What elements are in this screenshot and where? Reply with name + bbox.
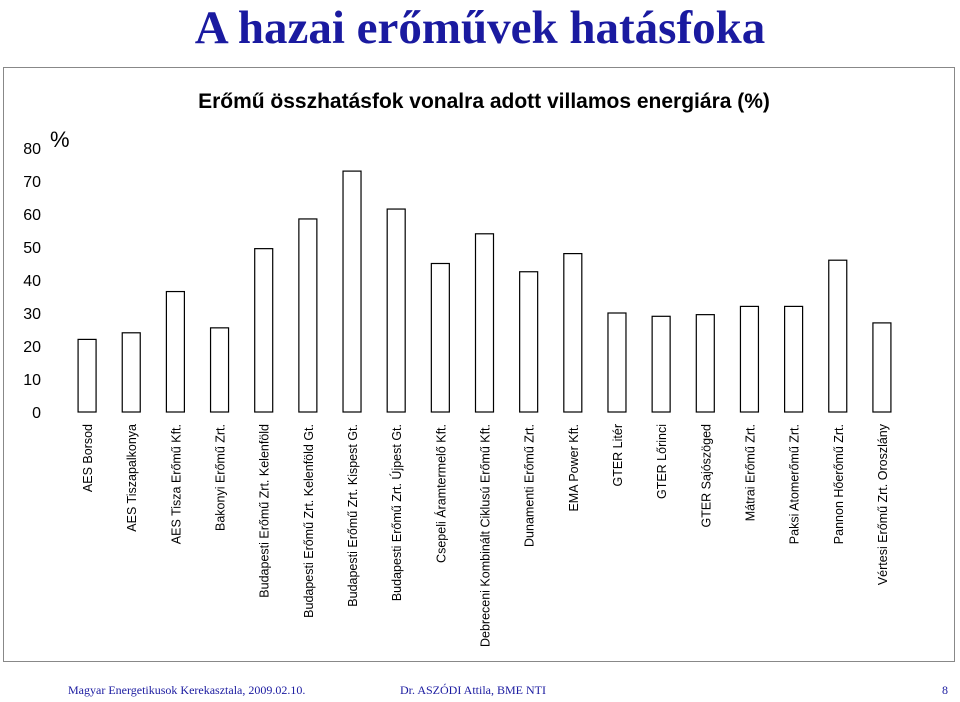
y-tick-label: 80 [23,141,41,158]
bar [695,314,715,413]
y-tick-label: 20 [23,339,41,356]
footer-author: Dr. ASZÓDI Attila, BME NTI [400,683,546,697]
bar [651,315,671,413]
chart-frame: Erőmű összhatásfok vonalra adott villamo… [3,67,955,662]
y-tick-label: 50 [23,240,41,257]
x-tick-label: AES Borsod [81,424,95,492]
bar [739,305,760,413]
bar [474,233,495,413]
bar [165,290,185,413]
bar [519,271,539,413]
x-tick-label: GTER Sajószöged [699,424,713,528]
x-tick-label: AES Tisza Erőmű Kft. [169,424,183,544]
x-tick-label: Paksi Atomerőmű Zrt. [788,424,802,544]
bar [121,332,141,413]
x-tick-label: Csepeli Áramtermelő Kft. [433,424,448,563]
x-tick-label: Dunamenti Erőmű Zrt. [523,424,537,547]
x-tick-label: Mátrai Erőmű Zrt. [743,424,757,521]
bar [342,170,362,413]
bar [872,322,892,413]
x-tick-label: Budapesti Erőmű Zrt. Kelenföld Gt. [302,424,316,618]
page-number: 8 [942,683,948,697]
x-tick-label: Budapesti Erőmű Zrt. Újpest Gt. [389,424,404,601]
footer-event: Magyar Energetikusok Kerekasztala, 2009.… [68,683,306,697]
bar [828,259,848,413]
bar [209,327,230,413]
y-tick-label: 10 [23,372,41,389]
x-tick-label: Pannon Hőerőmű Zrt. [832,424,846,544]
x-tick-label: GTER Lőrinci [655,424,669,499]
y-tick-label: 60 [23,207,41,224]
bar [563,253,583,413]
x-tick-label: EMA Power Kft. [567,424,581,512]
x-tick-label: Debreceni Kombinált Ciklusú Erőmű Kft. [479,424,493,647]
y-tick-label: 0 [32,405,41,422]
y-tick-label: 40 [23,273,41,290]
slide-title: A hazai erőművek hatásfoka [194,2,766,54]
x-tick-label: Budapesti Erőmű Zrt. Kispest Gt. [346,424,360,607]
y-tick-label: 30 [23,306,41,323]
bar [298,218,318,413]
y-tick-label: 70 [23,174,41,191]
bar [784,305,804,413]
bar [430,262,450,413]
bar [607,312,627,413]
bar [254,248,274,413]
bar [77,338,97,413]
x-tick-label: GTER Litér [611,424,625,487]
y-axis-label: % [50,127,70,152]
chart-title: Erőmű összhatásfok vonalra adott villamo… [198,90,770,113]
bar [386,208,406,413]
x-tick-label: Budapesti Erőmű Zrt. Kelenföld [258,424,272,598]
x-tick-label: AES Tiszapalkonya [125,424,139,532]
x-tick-label: Vértesi Erőmű Zrt. Oroszlány [876,423,890,585]
bar-chart: Erőmű összhatásfok vonalra adott villamo… [23,90,892,647]
x-tick-label: Bakonyi Erőmű Zrt. [214,424,228,531]
